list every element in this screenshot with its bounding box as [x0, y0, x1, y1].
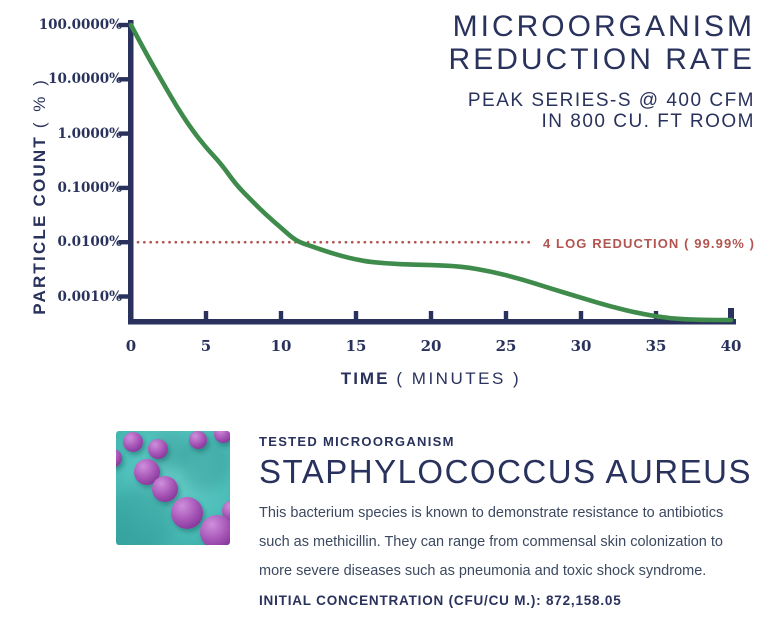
- y-axis-tick: [118, 294, 134, 299]
- chart-subtitle-block: PEAK SERIES-S @ 400 CFM IN 800 CU. FT RO…: [449, 90, 755, 132]
- x-axis-title-text: TIME: [340, 369, 390, 388]
- x-tick-label: 15: [345, 337, 367, 355]
- reduction-curve: [128, 22, 734, 323]
- y-tick-label: 100.0000%: [38, 17, 122, 33]
- x-tick-label: 30: [570, 337, 592, 355]
- bacterium-sphere: [170, 497, 203, 530]
- bacterium-sphere: [152, 476, 179, 503]
- info-region: TESTED MICROORGANISM STAPHYLOCOCCUS AURE…: [0, 420, 768, 620]
- chart-title-line2: REDUCTION RATE: [448, 43, 755, 76]
- bacterium-sphere: [116, 449, 122, 468]
- x-axis-tick: [278, 311, 284, 319]
- x-axis-tick: [428, 311, 434, 319]
- chart-title-block: MICROORGANISM REDUCTION RATE PEAK SERIES…: [449, 10, 755, 132]
- y-tick-label: 0.1000%: [57, 179, 123, 196]
- tested-microorganism-label: TESTED MICROORGANISM: [259, 434, 455, 449]
- organism-name: STAPHYLOCOCCUS AUREUS: [259, 453, 752, 490]
- x-tick-label: 20: [420, 337, 442, 355]
- y-tick-label: 0.0010%: [57, 288, 123, 305]
- y-axis-tick: [118, 240, 134, 245]
- x-axis-tick: [353, 311, 359, 319]
- info-text: TESTED MICROORGANISM STAPHYLOCOCCUS AURE…: [259, 434, 764, 608]
- reduction-rate-chart: [118, 20, 736, 325]
- x-axis-line: [128, 319, 736, 325]
- log-reduction-annotation: 4 LOG REDUCTION ( 99.99% ): [543, 236, 756, 251]
- x-tick-label: 5: [200, 337, 212, 355]
- bacterium-sphere: [148, 439, 169, 460]
- y-axis-line: [128, 20, 134, 325]
- y-axis-tick: [118, 77, 134, 82]
- y-axis-tick: [118, 22, 134, 28]
- x-tick-label: 10: [270, 337, 292, 355]
- x-axis-unit: ( MINUTES ): [396, 369, 522, 388]
- x-tick-label: 35: [645, 337, 667, 355]
- organism-description: This bacterium species is known to demon…: [259, 499, 764, 586]
- y-axis-title: PARTICLE COUNT ( % ): [30, 77, 50, 315]
- x-axis-tick: [578, 311, 584, 319]
- bacterium-sphere: [200, 515, 230, 545]
- x-tick-label: 25: [495, 337, 517, 355]
- organism-description-line: This bacterium species is known to demon…: [259, 505, 724, 521]
- bacterium-sphere: [189, 431, 208, 450]
- bacteria-image: [116, 431, 230, 545]
- bacterium-sphere: [214, 431, 230, 444]
- organism-description-line: such as methicillin. They can range from…: [259, 534, 723, 550]
- y-tick-label: 1.0000%: [57, 125, 123, 142]
- y-axis-tick: [118, 185, 134, 191]
- x-axis-title: TIME ( MINUTES ): [341, 369, 521, 389]
- y-axis-title-text: PARTICLE COUNT: [30, 135, 49, 315]
- y-tick-label: 0.0100%: [57, 234, 123, 251]
- x-axis-tick: [203, 311, 209, 319]
- y-axis-tick: [118, 131, 134, 136]
- chart-subtitle-line2: IN 800 CU. FT ROOM: [541, 111, 755, 132]
- chart-subtitle-line1: PEAK SERIES-S @ 400 CFM: [467, 90, 755, 111]
- x-tick-label: 0: [125, 337, 137, 355]
- initial-concentration-label: INITIAL CONCENTRATION (CFU/CU M.): 872,1…: [259, 593, 622, 608]
- chart-title-line1: MICROORGANISM: [452, 10, 755, 43]
- chart-region: MICROORGANISM REDUCTION RATE PEAK SERIES…: [30, 10, 756, 389]
- bacterium-sphere: [123, 432, 144, 453]
- x-axis-end-tick: [728, 308, 734, 319]
- bacterium-sphere: [222, 499, 230, 522]
- x-axis-tick: [503, 311, 509, 319]
- organism-description-line: more severe diseases such as pneumonia a…: [259, 563, 707, 579]
- y-tick-label: 10.0000%: [48, 71, 122, 88]
- x-tick-label: 40: [720, 337, 742, 355]
- y-axis-unit: ( % ): [30, 77, 49, 129]
